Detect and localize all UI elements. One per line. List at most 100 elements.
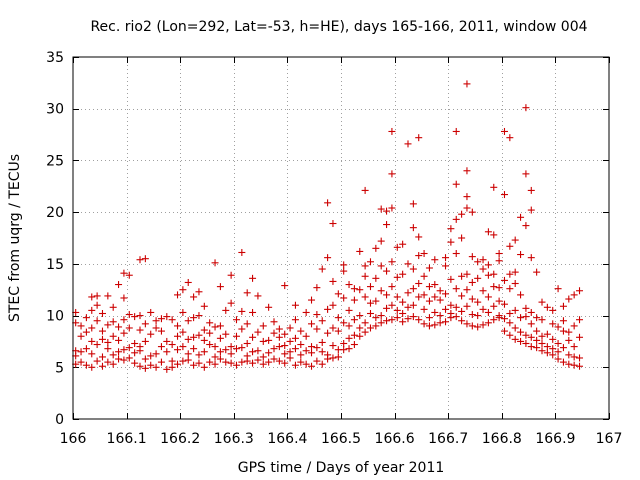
data-point [88, 337, 96, 345]
data-point [238, 358, 246, 366]
data-point [479, 265, 487, 273]
data-point [522, 339, 530, 347]
data-point [227, 271, 235, 279]
data-point [361, 319, 369, 327]
data-point [442, 254, 450, 262]
data-point [318, 348, 326, 356]
data-point [468, 253, 476, 261]
data-point [174, 322, 182, 330]
data-point [393, 273, 401, 281]
data-point [104, 345, 112, 353]
data-point [163, 313, 171, 321]
data-point [495, 257, 503, 265]
data-point [559, 358, 567, 366]
data-point [366, 299, 374, 307]
data-point [77, 332, 85, 340]
data-point [458, 234, 466, 242]
data-point [506, 310, 514, 318]
data-point [463, 167, 471, 175]
data-point [206, 329, 214, 337]
data-point [388, 316, 396, 324]
data-point [442, 290, 450, 298]
data-point [383, 317, 391, 325]
data-point [184, 317, 192, 325]
data-point [152, 324, 160, 332]
data-point [383, 291, 391, 299]
data-point [399, 240, 407, 248]
data-point [495, 297, 503, 305]
data-point [554, 339, 562, 347]
data-point [517, 314, 525, 322]
data-point [77, 322, 85, 330]
data-point [543, 349, 551, 357]
data-point [318, 317, 326, 325]
data-point [522, 313, 530, 321]
data-point [104, 358, 112, 366]
data-point [254, 328, 262, 336]
data-point [517, 337, 525, 345]
data-point [120, 329, 128, 337]
data-point [490, 270, 498, 278]
data-point [565, 328, 573, 336]
data-point [238, 325, 246, 333]
data-point [543, 303, 551, 311]
data-point [533, 336, 541, 344]
data-point [490, 316, 498, 324]
data-point [415, 280, 423, 288]
data-point [576, 316, 584, 324]
data-point [340, 261, 348, 269]
data-point [334, 327, 342, 335]
data-point [109, 318, 117, 326]
data-point [431, 308, 439, 316]
data-point [340, 267, 348, 275]
data-point [211, 259, 219, 267]
data-point [227, 299, 235, 307]
data-point [98, 310, 106, 318]
data-point [115, 355, 123, 363]
data-point [484, 261, 492, 269]
data-point [409, 224, 417, 232]
data-point [104, 292, 112, 300]
data-point [334, 353, 342, 361]
data-point [527, 333, 535, 341]
data-point [98, 362, 106, 370]
data-point [409, 285, 417, 293]
data-point [120, 316, 128, 324]
data-point [98, 353, 106, 361]
data-point [388, 127, 396, 135]
data-point [409, 265, 417, 273]
data-point [281, 330, 289, 338]
data-point [168, 363, 176, 371]
data-point [82, 314, 90, 322]
chart-title: Rec. rio2 (Lon=292, Lat=-53, h=HE), days… [90, 19, 587, 35]
y-tick-label: 5 [55, 360, 64, 376]
data-point [302, 347, 310, 355]
data-point [383, 207, 391, 215]
data-point [436, 296, 444, 304]
data-point [463, 80, 471, 88]
data-point [313, 311, 321, 319]
x-tick-label: 166.4 [267, 431, 307, 447]
data-point [415, 293, 423, 301]
data-point [147, 308, 155, 316]
data-point [345, 322, 353, 330]
data-point [163, 337, 171, 345]
data-point [243, 339, 251, 347]
data-point [238, 307, 246, 315]
data-point [141, 355, 149, 363]
data-point [93, 292, 101, 300]
data-point [415, 252, 423, 260]
data-point [447, 275, 455, 283]
data-point [463, 193, 471, 201]
data-point [377, 287, 385, 295]
data-point [409, 200, 417, 208]
data-point [147, 352, 155, 360]
data-point [329, 354, 337, 362]
data-point [345, 306, 353, 314]
data-point [500, 127, 508, 135]
data-point [479, 287, 487, 295]
data-point [216, 322, 224, 330]
data-point [415, 233, 423, 241]
data-point [458, 292, 466, 300]
data-point [163, 365, 171, 373]
